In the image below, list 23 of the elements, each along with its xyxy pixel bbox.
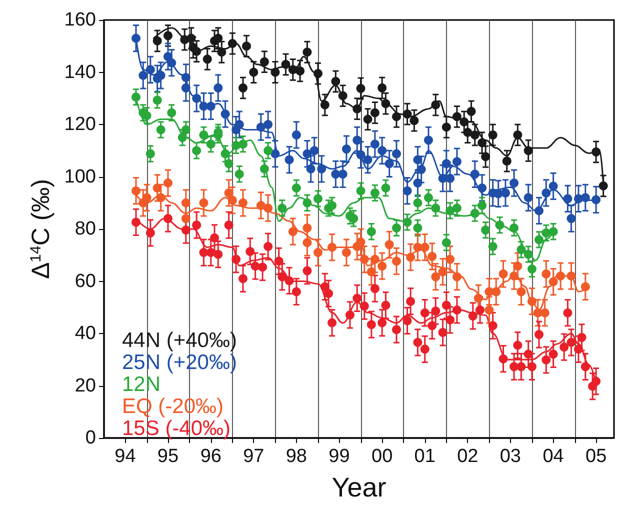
- y-tick-label: 80: [74, 218, 96, 240]
- x-tick-label: 04: [542, 446, 564, 467]
- x-tick-label: 96: [200, 446, 222, 467]
- x-tick-label: 97: [243, 446, 264, 467]
- x-tick-label: 94: [114, 446, 136, 467]
- x-tick-label: 01: [414, 446, 436, 467]
- y-tick-label: 160: [64, 10, 96, 30]
- x-tick-label: 05: [586, 446, 607, 467]
- x-tick-label: 00: [372, 446, 393, 467]
- y-axis-title: Δ14C (‰): [26, 178, 55, 280]
- y-tick-label: 0: [85, 428, 96, 448]
- y-tick-label: 140: [64, 62, 96, 83]
- y-tick-label: 20: [74, 375, 96, 396]
- y-tick-label: 40: [74, 323, 96, 344]
- x-tick-label: 98: [286, 446, 307, 467]
- x-tick-label: 95: [157, 446, 179, 467]
- y-tick-label: 100: [64, 166, 96, 188]
- x-axis-title: Year: [332, 472, 386, 502]
- y-tick-label: 60: [74, 270, 96, 292]
- x-tick-label: 99: [328, 446, 350, 467]
- y-tick-label: 120: [64, 114, 96, 135]
- x-tick-label: 02: [457, 446, 478, 467]
- x-tick-label: 03: [500, 446, 521, 467]
